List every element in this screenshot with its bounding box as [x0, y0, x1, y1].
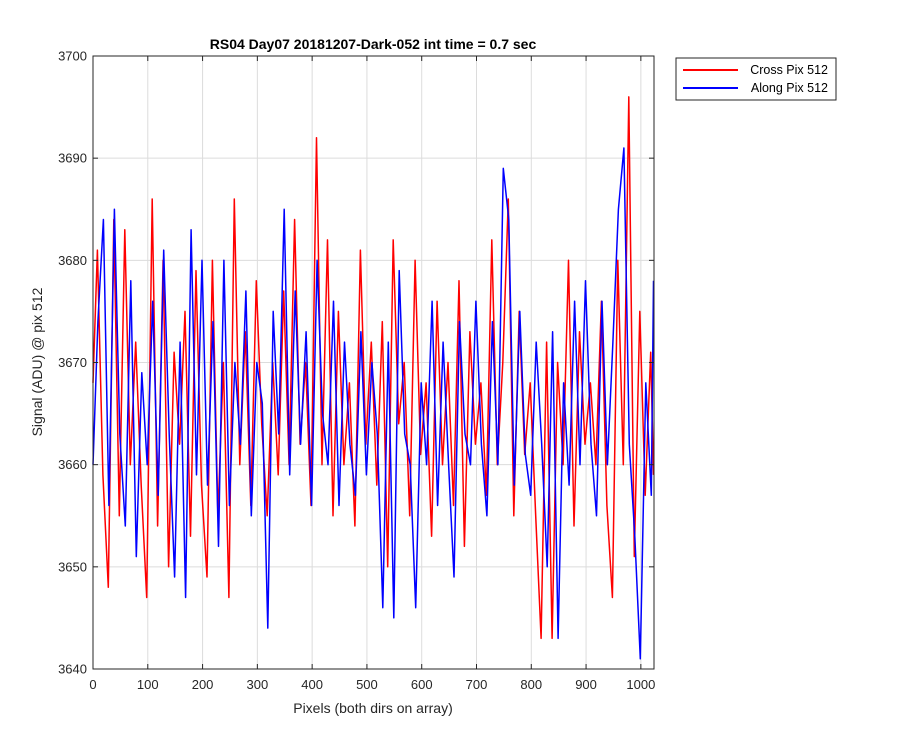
- y-axis-label: Signal (ADU) @ pix 512: [29, 287, 45, 436]
- x-tick-label: 500: [356, 677, 378, 692]
- y-tick-label: 3690: [58, 151, 87, 166]
- legend: Cross Pix 512 Along Pix 512: [675, 57, 837, 101]
- x-tick-label: 700: [466, 677, 488, 692]
- chart-title: RS04 Day07 20181207-Dark-052 int time = …: [210, 36, 537, 52]
- x-tick-label: 400: [301, 677, 323, 692]
- y-tick-label: 3680: [58, 253, 87, 268]
- y-tick-label: 3640: [58, 662, 87, 677]
- series-line-along-pix-512: [92, 147, 655, 660]
- legend-label-cross: Cross Pix 512: [750, 63, 828, 77]
- y-tick-label: 3670: [58, 355, 87, 370]
- series-group: [92, 96, 655, 660]
- y-tick-label: 3660: [58, 457, 87, 472]
- x-tick-label: 300: [247, 677, 269, 692]
- x-tick-label: 200: [192, 677, 214, 692]
- y-tick-label: 3700: [58, 49, 87, 64]
- x-axis-label: Pixels (both dirs on array): [293, 700, 453, 716]
- ticks: 0 100 200 300 400 500 600 700 800 900 1000 3640 3650…: [58, 49, 655, 693]
- legend-box: [675, 57, 837, 101]
- x-tick-label: 800: [520, 677, 542, 692]
- y-tick-label: 3650: [58, 559, 87, 574]
- x-tick-label: 0: [89, 677, 96, 692]
- x-tick-label: 1000: [626, 677, 655, 692]
- x-tick-label: 100: [137, 677, 159, 692]
- x-tick-label: 600: [411, 677, 433, 692]
- x-tick-label: 900: [575, 677, 597, 692]
- legend-label-along: Along Pix 512: [751, 81, 828, 95]
